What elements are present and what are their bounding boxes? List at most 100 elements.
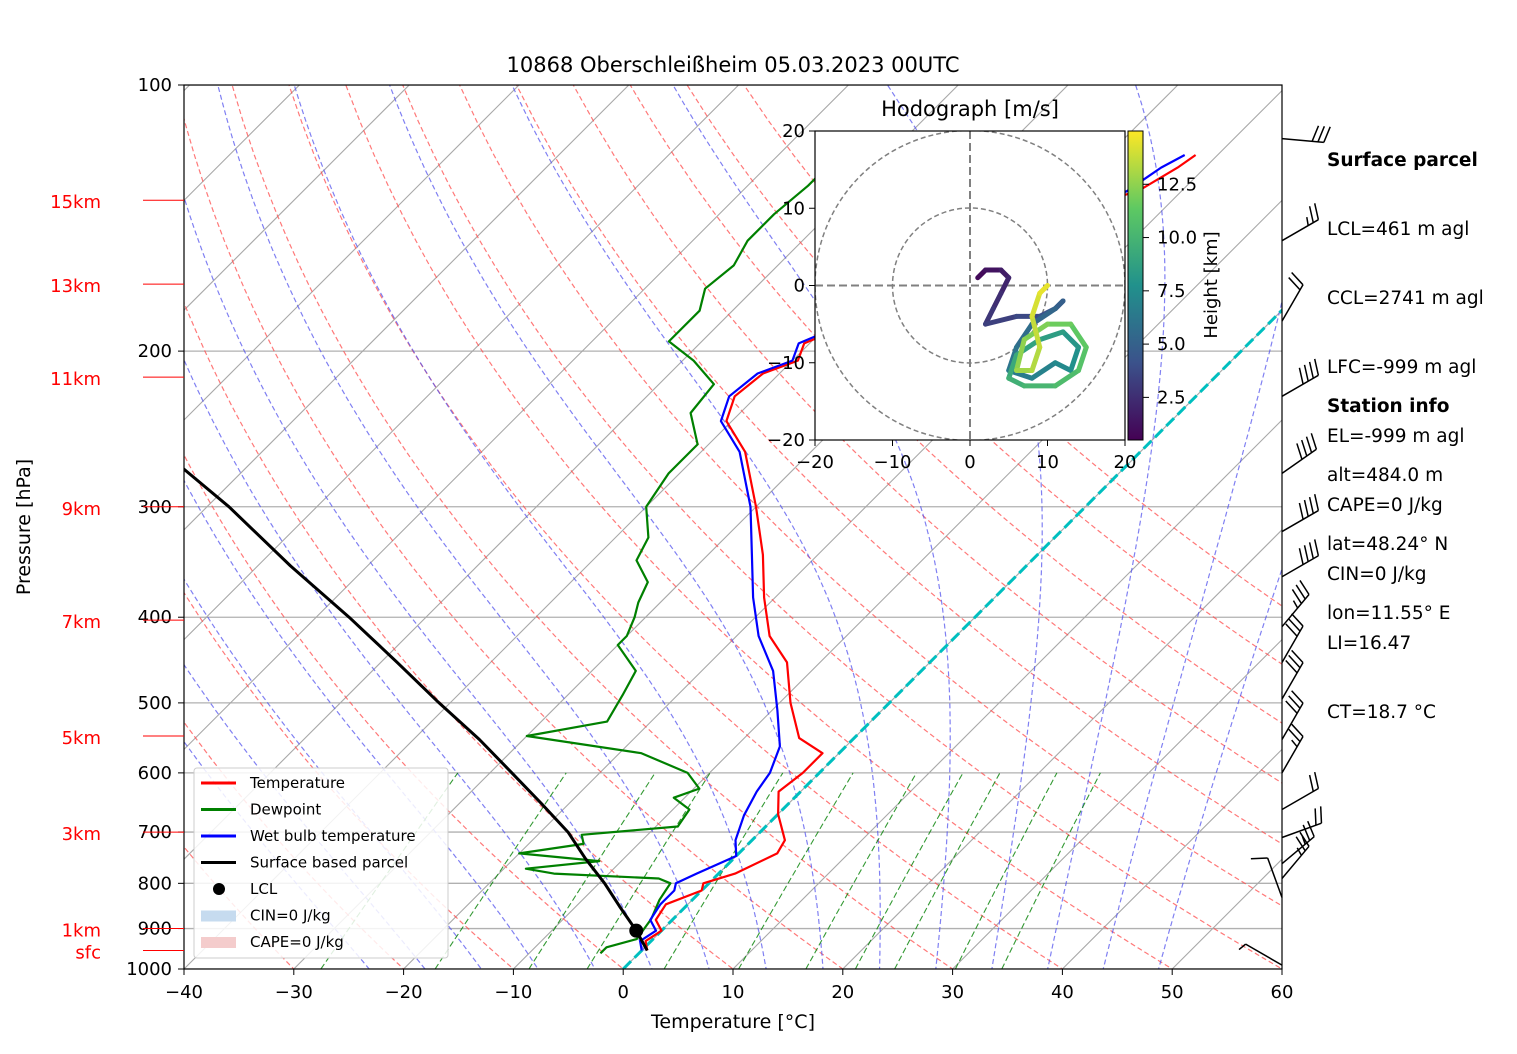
y-tick-label: 1000 (126, 959, 172, 980)
wind-barb-flag (1288, 695, 1301, 709)
wind-barb-flag (1310, 433, 1318, 450)
isotherm-gridline (842, 529, 1282, 969)
x-tick-label: −40 (165, 982, 203, 1003)
wind-barb-flag (1291, 271, 1304, 286)
wind-barb (1281, 831, 1310, 879)
wind-barb-staff (1245, 943, 1283, 966)
hodograph-segment (1014, 337, 1027, 373)
colorbar-tick-label: 7.5 (1157, 281, 1186, 302)
legend-label: Temperature (249, 774, 345, 792)
mixing-ratio-line (954, 772, 1058, 969)
y-tick-label: 300 (138, 497, 172, 518)
height-label: 13km (50, 276, 101, 297)
colorbar-tick-label: 10.0 (1157, 228, 1197, 249)
wind-barb (1281, 690, 1304, 740)
isotherm-gridline (951, 638, 1282, 969)
chart-title: 10868 Oberschleißheim 05.03.2023 00UTC (507, 53, 960, 77)
wind-barb-flag (1303, 499, 1309, 517)
y-tick-label: 500 (138, 693, 172, 714)
hodograph-y-tick-label: 0 (794, 276, 805, 297)
lcl-marker (629, 923, 644, 938)
station-info-heading: Station info (1327, 396, 1450, 417)
moist-adiabat (1046, 85, 1166, 969)
x-tick-label: 20 (831, 982, 854, 1003)
isotherm-gridline (1061, 748, 1282, 969)
wind-barb (1281, 494, 1320, 533)
colorbar-tick-label: 12.5 (1157, 174, 1197, 195)
wind-barb (1238, 943, 1283, 966)
wind-barb-staff (1281, 822, 1322, 839)
wind-barb-staff (1281, 509, 1319, 533)
moist-adiabat (389, 85, 824, 969)
wind-barb-flag (1313, 494, 1320, 511)
hodograph-segment (983, 313, 1019, 327)
dry-adiabat (231, 85, 954, 969)
y-axis-label: Pressure [hPa] (13, 459, 35, 595)
y-tick-label: 100 (138, 75, 172, 96)
moist-adiabat (217, 85, 710, 969)
hodograph-segment (1037, 329, 1066, 343)
wind-barb-half-flag (1292, 600, 1299, 609)
y-tick-label: 800 (138, 873, 172, 894)
surface-parcel-line: LCL=461 m agl (1327, 219, 1470, 240)
wind-barb-flag (1291, 649, 1304, 664)
wind-barb (1281, 358, 1320, 397)
wind-barb (1281, 539, 1320, 578)
wind-barb (1281, 433, 1318, 474)
wind-barb-staff (1281, 594, 1310, 628)
isotherm-gridline (184, 85, 520, 421)
legend-label: CAPE=0 J/kg (250, 933, 344, 951)
wind-barb-flag (1313, 539, 1320, 556)
wind-barb-flag (1285, 623, 1298, 637)
wind-barb (1281, 649, 1304, 700)
hodograph-segment (1006, 352, 1019, 381)
wind-barb-staff (1281, 736, 1304, 774)
wind-barb-flag (1295, 836, 1306, 852)
wind-barb-flag (1288, 654, 1301, 669)
station-info-line: alt=484.0 m (1327, 465, 1444, 486)
station-info-line: lon=11.55° E (1327, 603, 1451, 624)
dry-adiabat (572, 85, 1282, 784)
wind-barb-half-flag (1306, 216, 1309, 226)
x-axis-label: Temperature [°C] (650, 1011, 815, 1033)
hodograph-segment (1068, 321, 1089, 350)
mixing-ratio-line (738, 772, 854, 969)
wind-barb-flag (1308, 496, 1315, 514)
moist-adiabat (293, 85, 767, 969)
hodograph-segment (1037, 283, 1050, 296)
surface-parcel-line: LI=16.47 (1327, 633, 1412, 654)
wind-barb-staff (1281, 702, 1304, 740)
wind-barb-flag (1291, 589, 1303, 604)
wind-barb (1281, 203, 1320, 242)
wind-barb-flag (1302, 824, 1311, 841)
wind-barb-flag (1313, 203, 1320, 220)
hodograph-x-tick-label: 20 (1114, 452, 1137, 473)
height-label: 7km (62, 612, 101, 633)
mixing-ratio-line (805, 772, 917, 969)
hodograph-segment (1029, 360, 1058, 381)
surface-parcel-line: CAPE=0 J/kg (1327, 495, 1443, 516)
wind-barb-flag (1300, 439, 1308, 457)
legend: Temperature Dewpoint Wet bulb temperature S… (193, 767, 449, 959)
wind-barb-staff (1281, 845, 1310, 879)
hodograph-segment (1068, 344, 1081, 373)
wind-barb-half-flag (1296, 847, 1303, 856)
wind-barb-flag (1250, 857, 1268, 860)
dry-adiabat (184, 591, 515, 969)
wind-barb-flag (1285, 660, 1298, 674)
wind-barb-flag (1314, 808, 1317, 826)
wind-barb-staff (1281, 284, 1304, 322)
wind-barb-flag (1305, 436, 1313, 453)
x-tick-label: 30 (941, 982, 964, 1003)
wind-barb (1281, 580, 1310, 628)
hodograph-x-tick-label: −10 (874, 452, 912, 473)
hodograph-segment (1029, 306, 1058, 327)
wind-barb-flag (1308, 542, 1315, 559)
legend-label: LCL (250, 880, 278, 898)
series-surface-based-parcel (184, 467, 649, 952)
dry-adiabat (184, 301, 734, 969)
wind-barb-flag (1308, 361, 1315, 379)
x-tick-label: 60 (1271, 982, 1294, 1003)
wind-barb-flag (1288, 728, 1301, 743)
